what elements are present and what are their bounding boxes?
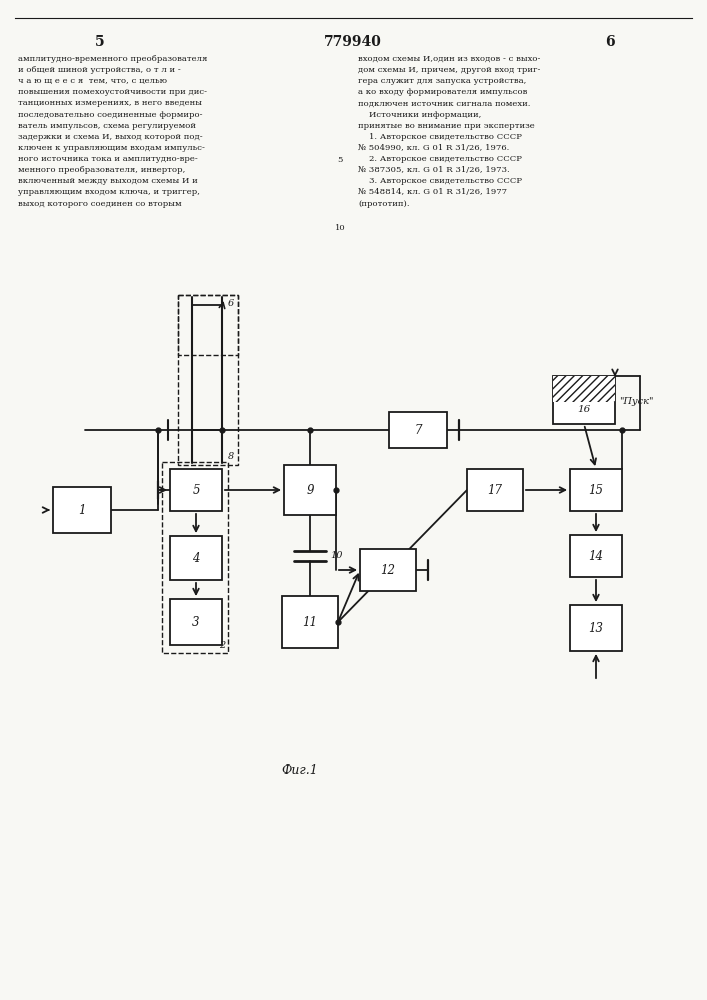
Bar [284, 465, 336, 515]
Text: 2: 2 [218, 641, 225, 650]
Text: 5: 5 [337, 156, 343, 164]
Text: 9: 9 [306, 484, 314, 496]
Text: 3: 3 [192, 615, 200, 629]
Text: 11: 11 [303, 615, 317, 629]
Bar [53, 487, 111, 533]
Text: 779940: 779940 [324, 35, 382, 49]
Text: 1: 1 [78, 504, 86, 516]
Text: 6: 6 [605, 35, 615, 49]
Text: 10: 10 [330, 551, 342, 560]
Bar [570, 535, 622, 577]
Text: 15: 15 [588, 484, 604, 496]
Text: 13: 13 [588, 621, 604, 635]
Bar [162, 462, 228, 653]
Text: "Пуск": "Пуск" [619, 397, 653, 406]
Text: 5: 5 [95, 35, 105, 49]
Bar [170, 469, 222, 511]
Bar [170, 599, 222, 645]
Text: 6: 6 [228, 299, 234, 308]
Bar [467, 469, 523, 511]
Text: 4: 4 [192, 552, 200, 564]
Bar [570, 469, 622, 511]
Text: 16: 16 [578, 405, 590, 414]
Text: 14: 14 [588, 550, 604, 562]
Bar [178, 295, 238, 465]
Bar [360, 549, 416, 591]
Bar [170, 536, 222, 580]
Bar [389, 412, 447, 448]
Text: амплитудно-временного преобразователя
и общей шиной устройства, о т л и -
ч а ю : амплитудно-временного преобразователя и … [18, 55, 207, 208]
Bar [178, 295, 238, 355]
Bar [553, 376, 615, 402]
Bar [570, 605, 622, 651]
Text: 7: 7 [414, 424, 422, 436]
Text: 5: 5 [192, 484, 200, 496]
Text: 8: 8 [228, 452, 234, 461]
Bar [282, 596, 338, 648]
Text: 10: 10 [334, 224, 345, 232]
Text: 12: 12 [380, 564, 395, 576]
Text: входом схемы И,один из входов - с выхо-
дом схемы И, причем, другой вход триг-
г: входом схемы И,один из входов - с выхо- … [358, 55, 540, 208]
Text: 17: 17 [488, 484, 503, 496]
Bar [553, 376, 615, 424]
Text: Фиг.1: Фиг.1 [281, 764, 318, 776]
